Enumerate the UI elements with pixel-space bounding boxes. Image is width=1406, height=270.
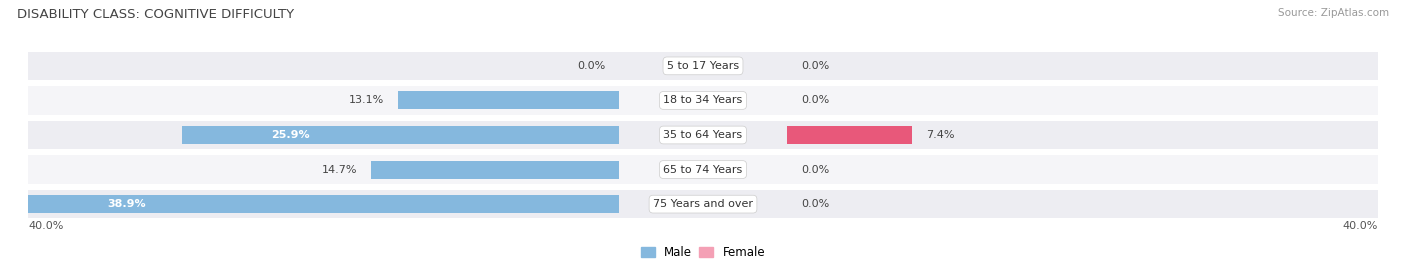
Text: 40.0%: 40.0% <box>1343 221 1378 231</box>
Bar <box>28 121 1378 149</box>
Text: 0.0%: 0.0% <box>801 61 830 71</box>
Bar <box>371 161 619 178</box>
Text: 35 to 64 Years: 35 to 64 Years <box>664 130 742 140</box>
Text: 18 to 34 Years: 18 to 34 Years <box>664 95 742 106</box>
Text: 5 to 17 Years: 5 to 17 Years <box>666 61 740 71</box>
Legend: Male, Female: Male, Female <box>636 241 770 264</box>
Bar <box>398 92 619 109</box>
Text: DISABILITY CLASS: COGNITIVE DIFFICULTY: DISABILITY CLASS: COGNITIVE DIFFICULTY <box>17 8 294 21</box>
Text: 0.0%: 0.0% <box>801 95 830 106</box>
Text: 13.1%: 13.1% <box>349 95 384 106</box>
Bar <box>787 126 912 144</box>
Bar <box>0 195 619 213</box>
Bar <box>181 126 619 144</box>
Text: 0.0%: 0.0% <box>801 164 830 175</box>
Text: 75 Years and over: 75 Years and over <box>652 199 754 209</box>
Text: 40.0%: 40.0% <box>28 221 63 231</box>
Text: 7.4%: 7.4% <box>925 130 955 140</box>
Text: 25.9%: 25.9% <box>271 130 311 140</box>
Text: 14.7%: 14.7% <box>322 164 357 175</box>
Bar <box>28 86 1378 114</box>
Text: 65 to 74 Years: 65 to 74 Years <box>664 164 742 175</box>
Text: 38.9%: 38.9% <box>107 199 146 209</box>
Text: 0.0%: 0.0% <box>576 61 605 71</box>
Text: Source: ZipAtlas.com: Source: ZipAtlas.com <box>1278 8 1389 18</box>
Bar <box>28 190 1378 218</box>
Bar <box>28 156 1378 184</box>
Text: 0.0%: 0.0% <box>801 199 830 209</box>
Bar <box>28 52 1378 80</box>
